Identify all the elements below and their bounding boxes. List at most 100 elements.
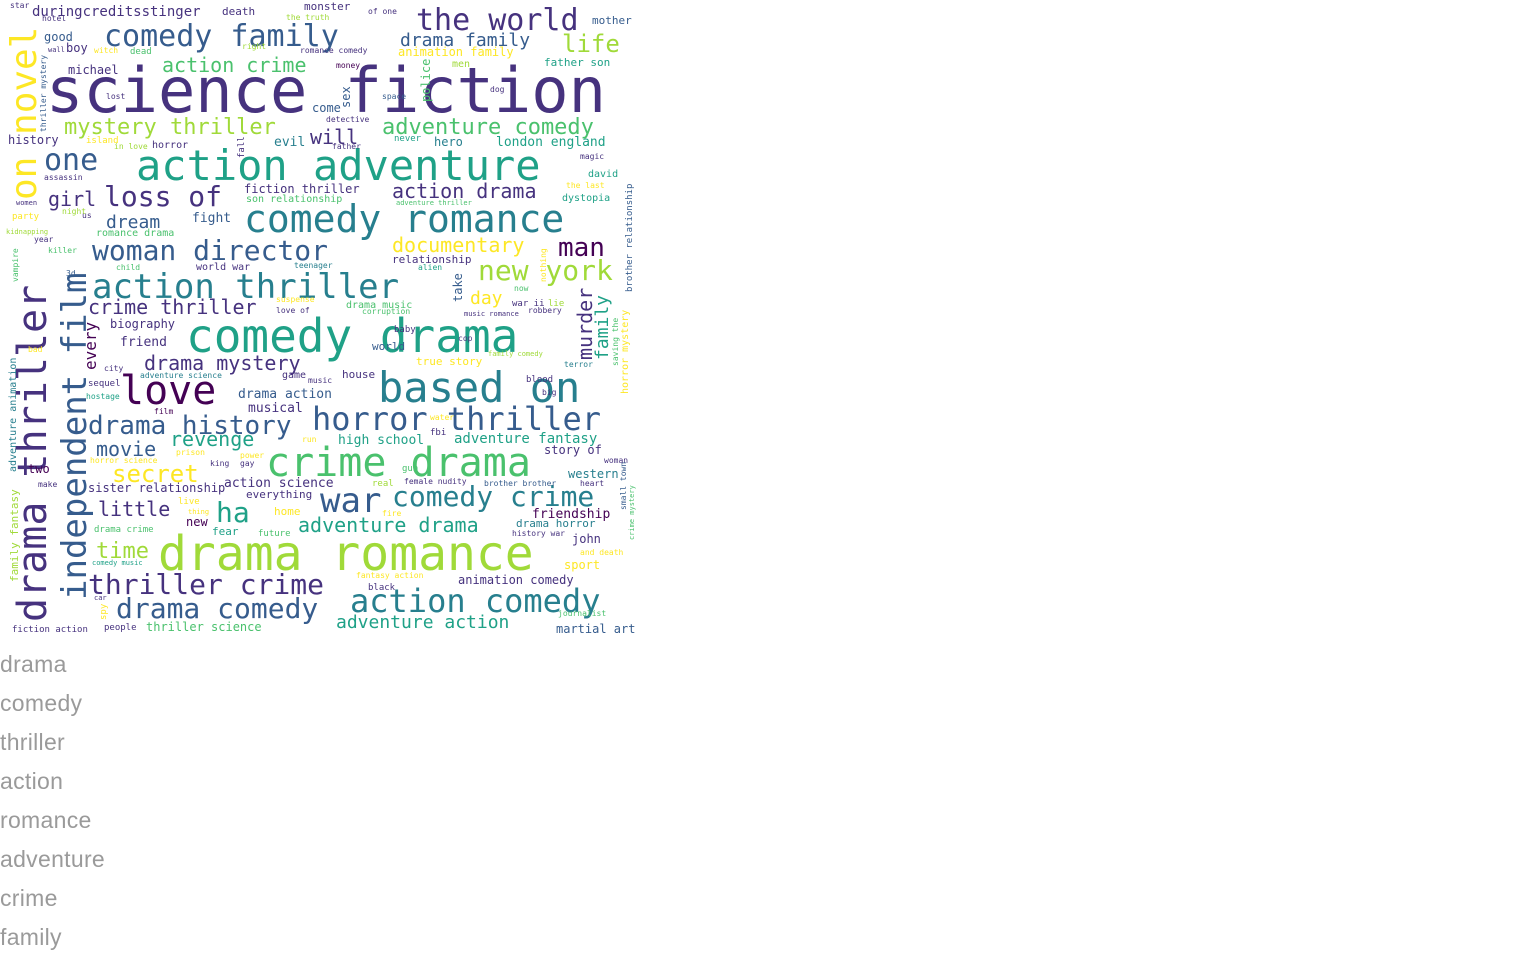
word-cloud-term: horror thriller <box>312 400 601 438</box>
word-cloud-term: mother <box>592 14 632 27</box>
term-list-item: adventure <box>0 846 105 872</box>
word-cloud-term: horror <box>152 140 188 151</box>
word-cloud-term: home <box>274 505 301 518</box>
word-cloud-term: biography <box>110 317 175 331</box>
word-cloud-term: killer <box>48 246 77 255</box>
word-cloud-term: drama family <box>400 30 530 51</box>
word-cloud-term: adventure action <box>336 612 509 633</box>
word-cloud-term: monster <box>304 0 351 13</box>
word-cloud-term: woman director <box>92 234 328 267</box>
word-cloud-term: lie <box>548 299 564 309</box>
word-cloud-term: story of <box>544 443 602 457</box>
word-cloud-term: science fiction <box>46 54 606 127</box>
word-cloud-term: the truth <box>286 13 330 22</box>
word-cloud-term: film <box>154 407 173 416</box>
word-cloud-term: party <box>12 212 40 222</box>
word-cloud-term: friend <box>120 335 167 350</box>
word-cloud-term: sport <box>564 558 600 572</box>
word-cloud-term: bad <box>28 345 43 354</box>
word-cloud-term: wall <box>48 46 65 54</box>
word-cloud-term: drama horror <box>516 517 596 530</box>
word-cloud-term: woman <box>604 456 628 465</box>
word-cloud-term: adventure drama <box>298 513 479 537</box>
word-cloud-term: small town <box>619 462 628 510</box>
word-cloud-term: every <box>81 321 100 370</box>
word-cloud-term: family fantasy <box>8 489 21 582</box>
word-cloud-term: gay <box>240 459 255 468</box>
term-list-item: drama <box>0 651 67 677</box>
word-cloud-term: corruption <box>362 307 410 316</box>
word-cloud-term: fbi <box>430 428 446 438</box>
word-cloud-term: men <box>452 59 470 70</box>
word-cloud-term: hero <box>434 135 463 149</box>
word-cloud-term: drama history <box>88 411 292 441</box>
word-cloud-term: movie <box>96 437 156 461</box>
word-cloud-term: love <box>120 368 216 414</box>
word-cloud-term: father son <box>544 56 610 69</box>
word-cloud-term: brother brother <box>484 479 556 488</box>
word-cloud-term: robbery <box>528 306 562 315</box>
word-cloud-term: crime mystery <box>628 485 636 540</box>
word-cloud-term: new york <box>478 254 613 287</box>
term-list-item: romance <box>0 807 92 833</box>
word-cloud-term: mystery thriller <box>64 115 276 140</box>
term-list-item: crime <box>0 885 58 911</box>
word-cloud-term: adventure fantasy <box>454 431 597 447</box>
word-cloud-term: comedy romance <box>244 197 564 241</box>
genre-term-list: drama comedy thriller action romance adv… <box>0 648 105 960</box>
word-cloud-term: action thriller <box>92 267 399 307</box>
word-cloud-term: come <box>312 101 341 115</box>
word-cloud-term: ha <box>216 496 250 529</box>
term-list-item: family <box>0 924 62 950</box>
word-cloud-term: western <box>568 467 619 481</box>
word-cloud-term: based on <box>378 363 580 412</box>
word-cloud-term: car <box>94 594 107 602</box>
word-cloud-term: comedy drama <box>186 309 518 363</box>
word-cloud-term: year <box>34 235 53 244</box>
word-cloud-term: history <box>8 133 59 147</box>
word-cloud-term: fire <box>382 509 401 518</box>
word-cloud-term: father <box>332 142 361 151</box>
word-cloud-term: comedy music <box>92 559 143 567</box>
word-cloud-term: star <box>10 1 29 10</box>
word-cloud-term: future <box>258 529 291 539</box>
word-cloud-term: new <box>186 515 208 529</box>
word-cloud-term: alien <box>418 263 442 272</box>
word-cloud-term: witch <box>94 46 118 55</box>
word-cloud-term: make <box>38 480 57 489</box>
word-cloud-term: child <box>116 263 140 272</box>
word-cloud-term: animation family <box>398 45 514 59</box>
word-cloud-term: music <box>308 376 332 385</box>
word-cloud-term: action science <box>224 476 334 491</box>
word-cloud-term: duringcreditsstinger <box>32 4 201 20</box>
word-cloud-term: independent film <box>55 272 95 600</box>
word-cloud-term: house <box>342 368 375 381</box>
word-cloud-term: man <box>558 233 605 263</box>
word-cloud-term: war <box>320 481 381 521</box>
word-cloud-term: life <box>562 30 620 58</box>
word-cloud-term: teenager <box>294 261 333 270</box>
word-cloud-term: world war <box>196 262 250 273</box>
word-cloud-term: romance comedy <box>300 46 368 55</box>
word-cloud-term: documentary <box>392 233 524 257</box>
word-cloud-term: people <box>104 623 137 633</box>
word-cloud-term: crime drama <box>266 440 531 486</box>
word-cloud-term: run <box>302 435 317 444</box>
word-cloud-term: sequel <box>88 379 121 389</box>
word-cloud-term: right <box>242 42 266 51</box>
word-cloud-term: adventure thriller <box>396 199 472 207</box>
word-cloud-term: day <box>470 288 503 309</box>
word-cloud-term: drama crime <box>94 525 154 535</box>
word-cloud-term: space <box>382 92 406 101</box>
word-cloud-term: action comedy <box>350 582 600 620</box>
word-cloud-term: gun <box>402 464 418 474</box>
word-cloud-term: in love <box>114 142 148 151</box>
word-cloud-term: night <box>62 207 86 216</box>
word-cloud-term: murder <box>573 288 597 360</box>
word-cloud-term: michael <box>68 63 119 77</box>
word-cloud-term: comedy crime <box>392 480 594 513</box>
word-cloud-term: adventure animation <box>8 358 19 472</box>
word-cloud-term: drama music <box>346 300 412 311</box>
word-cloud-term: hostage <box>86 392 120 401</box>
word-cloud-term: journalist <box>558 609 606 618</box>
